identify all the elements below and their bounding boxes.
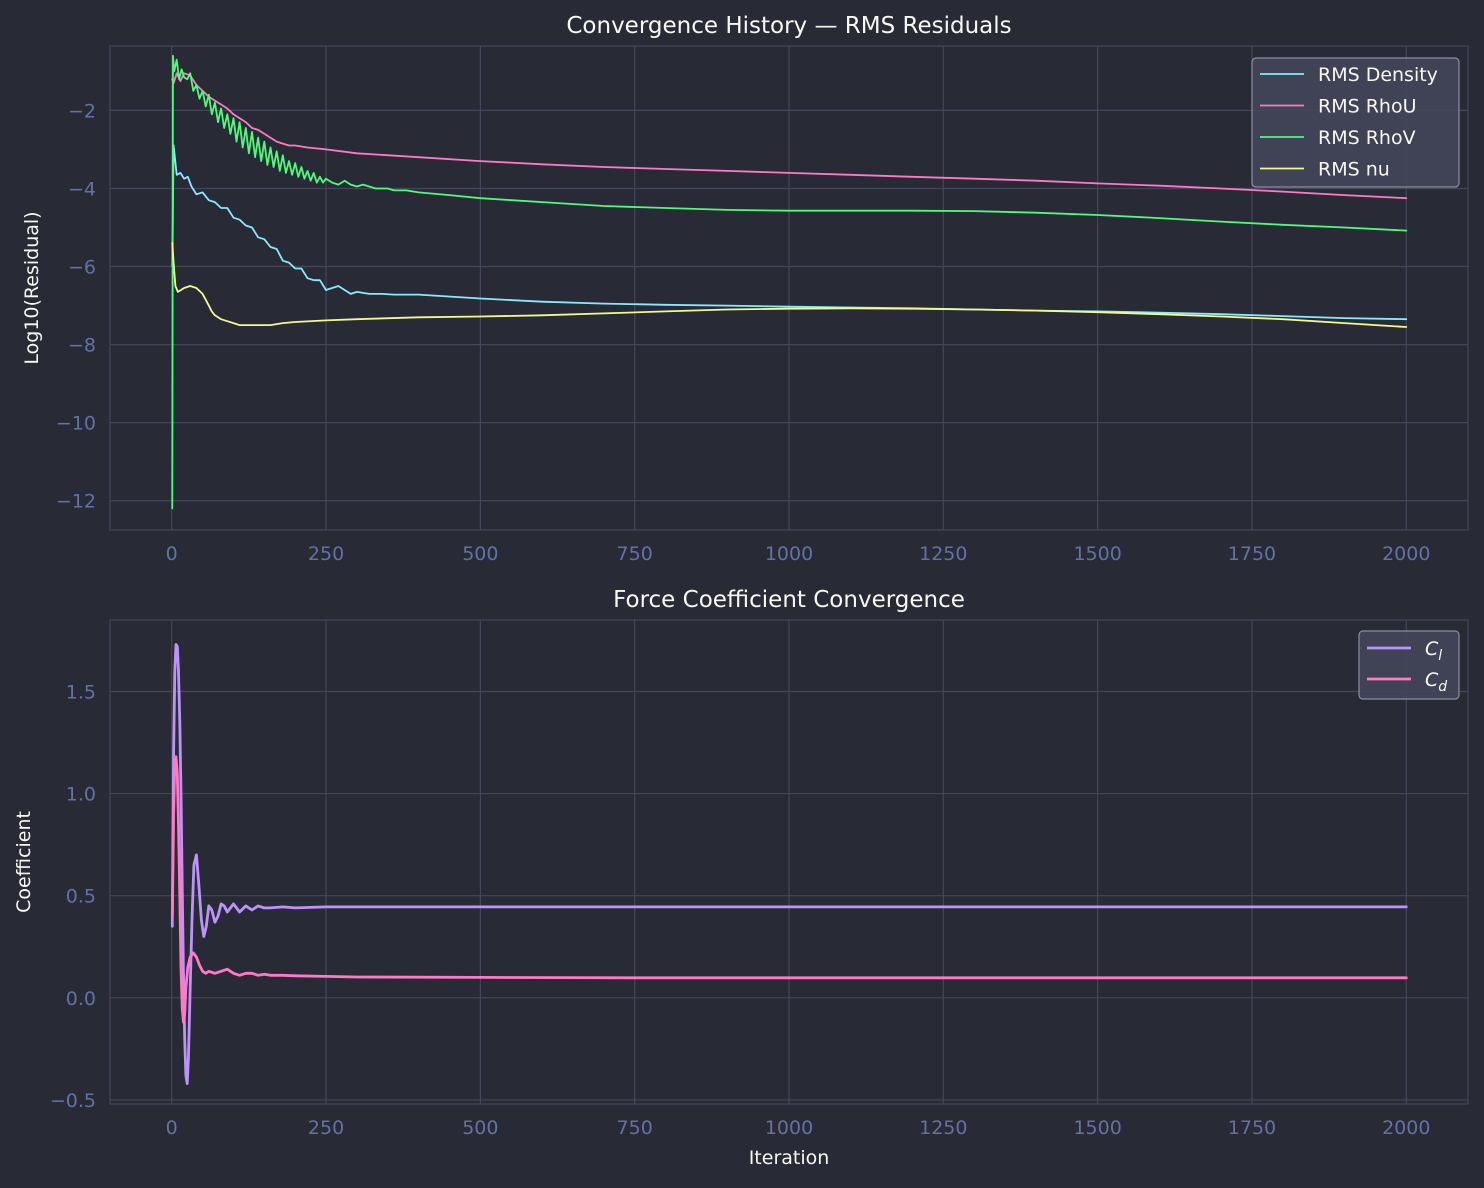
- y-tick-label: 1.5: [66, 681, 96, 703]
- force-coefficient-panel: 0 250 500 750 1000 1250 1500 1750 2000 1.5 1.0 0.5…: [13, 587, 1469, 1169]
- x-tick-label: 500: [462, 1117, 498, 1139]
- series-line-c-d: [170, 755, 1408, 1024]
- x-tick-label: 1250: [919, 543, 967, 565]
- x-tick-label: 0: [166, 1117, 178, 1139]
- y-tick-label: −6: [68, 257, 96, 279]
- force-y-ticks: 1.5 1.0 0.5 0.0 −0.5: [50, 681, 96, 1111]
- series-line-rms-nu: [171, 242, 1408, 328]
- y-tick-label: 0.0: [66, 988, 96, 1010]
- x-tick-label: 2000: [1382, 1117, 1430, 1139]
- y-tick-label: 1.0: [66, 784, 96, 806]
- y-tick-label: −10: [56, 413, 96, 435]
- x-tick-label: 1000: [765, 1117, 813, 1139]
- x-tick-label: 1000: [765, 543, 813, 565]
- force-x-axis-label: Iteration: [749, 1147, 830, 1169]
- series-line-c-l: [170, 643, 1408, 1085]
- legend-label: RMS Density: [1318, 64, 1438, 86]
- x-tick-label: 1750: [1228, 543, 1276, 565]
- residuals-chart-title: Convergence History — RMS Residuals: [566, 13, 1011, 39]
- residuals-y-ticks: −2 −4 −6 −8 −10 −12: [56, 100, 96, 512]
- residuals-grid: [110, 46, 1468, 530]
- residuals-y-axis-label: Log10(Residual): [21, 211, 43, 364]
- y-tick-label: −12: [56, 491, 96, 513]
- x-tick-label: 500: [462, 543, 498, 565]
- x-tick-label: 1750: [1228, 1117, 1276, 1139]
- residuals-legend-box: [1251, 57, 1460, 188]
- force-y-axis-label: Coefficient: [13, 811, 35, 913]
- y-tick-label: −4: [68, 178, 96, 200]
- legend-label: RMS RhoV: [1318, 127, 1416, 149]
- x-tick-label: 1250: [919, 1117, 967, 1139]
- force-series: [170, 643, 1408, 1085]
- x-tick-label: 250: [308, 1117, 344, 1139]
- x-tick-label: 750: [617, 1117, 653, 1139]
- x-tick-label: 750: [617, 543, 653, 565]
- residuals-x-ticks: 0 250 500 750 1000 1250 1500 1750 2000: [166, 543, 1431, 565]
- x-tick-label: 250: [308, 543, 344, 565]
- force-chart-title: Force Coefficient Convergence: [613, 587, 965, 613]
- y-tick-label: −2: [68, 100, 96, 122]
- force-x-ticks: 0 250 500 750 1000 1250 1500 1750 2000: [166, 1117, 1431, 1139]
- x-tick-label: 2000: [1382, 543, 1430, 565]
- legend-label: RMS nu: [1318, 159, 1390, 181]
- series-line-rms-rhov: [171, 54, 1408, 510]
- x-tick-label: 1500: [1073, 1117, 1121, 1139]
- force-grid: [110, 620, 1468, 1104]
- y-tick-label: −8: [68, 335, 96, 357]
- x-tick-label: 1500: [1073, 543, 1121, 565]
- y-tick-label: −0.5: [50, 1090, 96, 1112]
- legend-label: RMS RhoU: [1318, 96, 1416, 118]
- residuals-series: [171, 54, 1408, 510]
- legend-label: Cd: [1425, 669, 1447, 695]
- residuals-legend[interactable]: RMS Density RMS RhoU RMS RhoV RMS nu: [1251, 57, 1460, 188]
- legend-label: Cl: [1425, 638, 1442, 664]
- x-tick-label: 0: [166, 543, 178, 565]
- force-legend[interactable]: Cl Cd: [1358, 630, 1460, 700]
- y-tick-label: 0.5: [66, 886, 96, 908]
- residuals-panel: 0 250 500 750 1000 1250 1500 1750 2000 −2−4−6−8−…: [21, 13, 1469, 565]
